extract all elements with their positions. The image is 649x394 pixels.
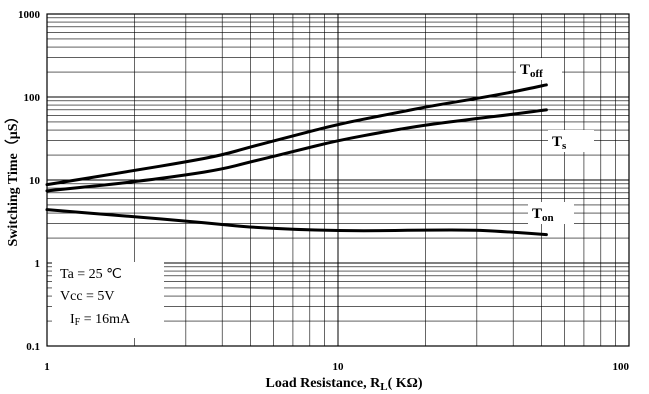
x-axis-label-sub: L	[380, 381, 387, 393]
y-tick-label: 0.1	[26, 341, 40, 353]
series-label-toff: Toff	[520, 62, 543, 80]
condition-line: Ta = 25 ℃	[60, 267, 122, 282]
series-label-masks	[516, 58, 594, 224]
y-tick-label: 1000	[18, 9, 41, 21]
y-tick-label: 1	[35, 258, 41, 270]
condition-line: IF = 16mA	[70, 312, 131, 328]
plot-frame	[46, 13, 630, 347]
series-line-ts	[45, 108, 548, 193]
x-tick-label: 100	[613, 361, 630, 373]
x-axis-label: Load Resistance, RL( KΩ)	[265, 376, 422, 393]
condition-line: Vcc = 5V	[60, 289, 115, 304]
grid-lines	[46, 14, 629, 347]
series-label-ton: Ton	[532, 206, 554, 224]
series-label-backdrop	[528, 202, 574, 224]
x-axis-label-main: Load Resistance, R	[265, 376, 381, 391]
x-tick-label: 1	[44, 361, 50, 373]
series-label-ts: Ts	[552, 134, 567, 152]
y-tick-label: 100	[24, 92, 41, 104]
tick-labels: 0.1 1 10 100 1000 1 10 100	[18, 9, 630, 373]
condition-box-layer	[52, 262, 164, 338]
x-tick-label: 10	[333, 361, 345, 373]
series-layer: Toff Ts Ton	[45, 62, 567, 237]
series-label-backdrop	[548, 130, 594, 152]
x-axis-label-unit: ( KΩ)	[388, 376, 423, 391]
test-conditions: Ta = 25 ℃ Vcc = 5V IF = 16mA	[60, 267, 131, 328]
series-line-toff	[45, 83, 548, 187]
series-label-backdrop	[516, 58, 562, 80]
y-axis-label: Switching Time（μS）	[5, 110, 21, 247]
conditions-box	[52, 262, 164, 338]
series-line-ton	[45, 208, 548, 237]
y-tick-label: 10	[29, 175, 41, 187]
